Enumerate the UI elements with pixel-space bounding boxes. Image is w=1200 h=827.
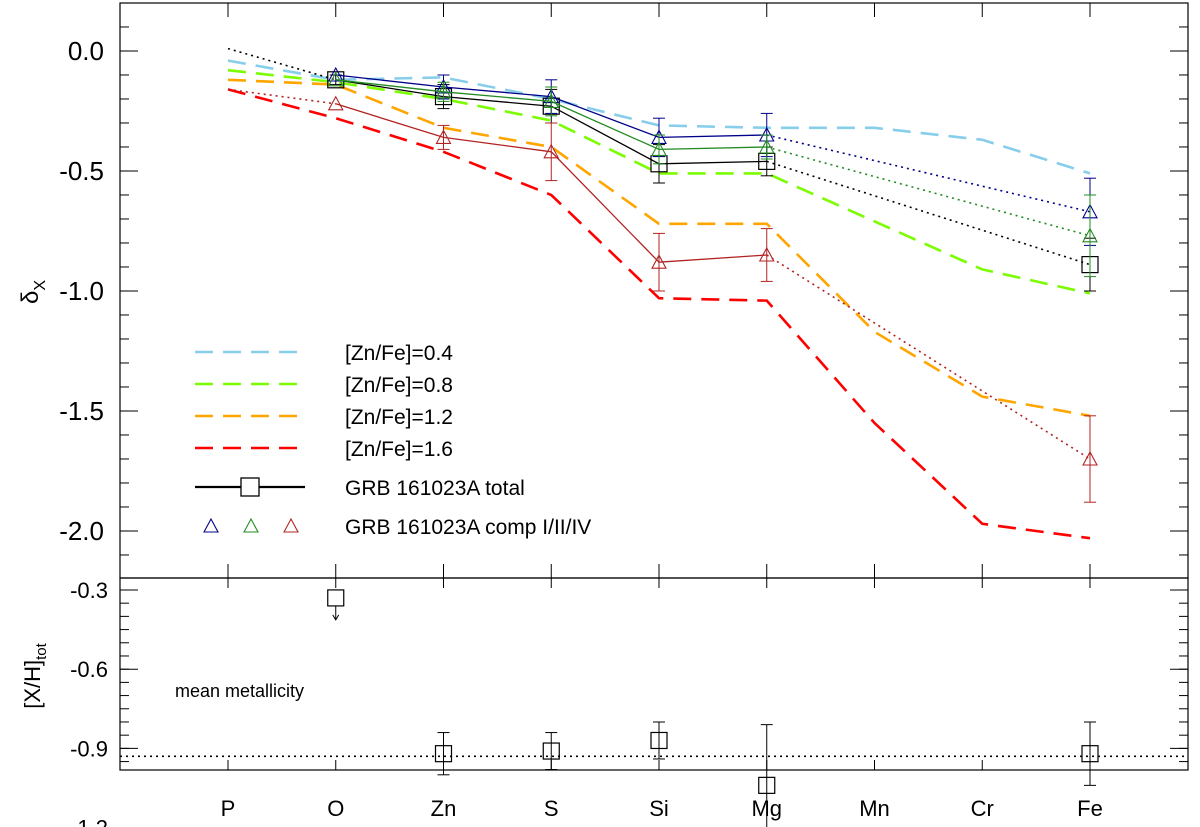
observed-dotted [766,146,1091,237]
data-point-triangle [651,141,667,156]
legend-swatch-triangle [203,517,219,533]
data-point-triangle [1082,450,1098,466]
x-tick-label: Mg [751,796,782,821]
observed-dotted [766,254,1091,460]
y-tick-label: -1.5 [59,396,104,426]
y-tick-label: -0.5 [59,156,104,186]
x-tick-label: Si [649,796,669,821]
metallicity-point [327,589,345,607]
legend-entry: [Zn/Fe]=0.8 [195,374,453,397]
metallicity-point [650,731,668,750]
legend-label: [Zn/Fe]=1.6 [345,438,453,461]
observed-series [227,88,1098,503]
element-axis: P O Zn S Si Mg Mn Cr Fe [221,3,1103,821]
x-tick-label: Fe [1077,796,1103,821]
data-point-triangle [758,138,775,154]
data-point-triangle [327,95,344,111]
upper-limit-arrowhead [332,614,340,621]
data-point-triangle [543,143,560,159]
x-tick-label: P [221,796,236,821]
data-point-triangle [435,129,452,144]
legend-swatch-square [240,477,260,497]
observed-dotted [766,134,1091,213]
error-bar [653,232,665,292]
y-tick-label: -1.2 [70,816,108,827]
data-point-triangle [327,71,344,87]
error-bar [545,122,558,182]
model-line [227,78,1091,418]
observed-dotted [227,88,336,105]
y-tick-label: -0.9 [70,736,108,761]
metallicity-panel: -0.3 -0.6 -0.9 -1.2 [X/H]tot mean metallicity [20,577,1189,827]
y-tick-label: -0.3 [70,578,108,603]
x-tick-label: S [544,796,559,821]
x-tick-label: Mn [859,796,890,821]
legend-label: [Zn/Fe]=0.8 [345,374,453,397]
error-bar [653,721,665,760]
metallicity-point [758,776,776,794]
y-axis-label: δX [17,280,49,304]
legend-entry: [Zn/Fe]=1.6 [195,438,453,461]
error-bar [1084,721,1096,786]
y-tick-label: -2.0 [59,516,104,546]
depletion-panel: 0.0 -0.5 -1.0 -1.5 -2.0 δX [17,2,1189,579]
data-point-triangle [435,83,452,99]
x-tick-label: O [327,796,344,821]
legend-label: GRB 161023A comp I/II/IV [345,516,591,539]
x-tick-label: Zn [431,796,457,821]
error-bar [760,228,773,282]
legend-swatch-triangle [243,517,259,533]
legend: [Zn/Fe]=0.4 [Zn/Fe]=0.8 [Zn/Fe]=1.2 [Zn/Fe]… [195,342,591,539]
y-tick-label: -0.6 [70,657,108,682]
y-axis-label-sub: X [32,280,49,291]
y-axis-label-sub: tot [33,642,50,660]
error-bar [760,724,773,827]
error-bar [653,134,665,165]
model-line [227,68,1091,295]
legend-entry: [Zn/Fe]=1.2 [195,406,453,429]
error-bar [545,86,558,117]
data-point-triangle [1082,227,1098,243]
legend-label: [Zn/Fe]=1.2 [345,406,453,429]
metallicity-point [542,742,560,760]
observed-series [327,71,1098,278]
y-tick-label: 0.0 [68,36,104,66]
observed-series [227,47,1099,292]
legend-entry: [Zn/Fe]=0.4 [195,342,453,365]
legend-entry: GRB 161023A comp I/II/IV [203,516,591,539]
model-line [227,88,1091,540]
observed-dotted [227,47,337,81]
error-bar [1084,194,1096,278]
y-axis-label: [X/H]tot [20,642,50,708]
mean-metallicity-label: mean metallicity [175,681,304,701]
x-tick-label: Cr [971,796,994,821]
data-point-triangle [651,254,667,269]
data-point-triangle [543,93,560,108]
legend-entry: GRB 161023A total [195,477,525,500]
error-bar [1084,415,1096,503]
data-point-triangle [327,66,344,82]
legend-swatch-triangle [283,517,299,533]
legend-label: [Zn/Fe]=0.4 [345,342,453,365]
legend-label: GRB 161023A total [345,477,525,500]
observed-dotted [766,160,1091,266]
data-point-triangle [758,246,775,262]
bottom-panel-frame [119,577,1189,771]
y-tick-label: -1.0 [59,276,104,306]
